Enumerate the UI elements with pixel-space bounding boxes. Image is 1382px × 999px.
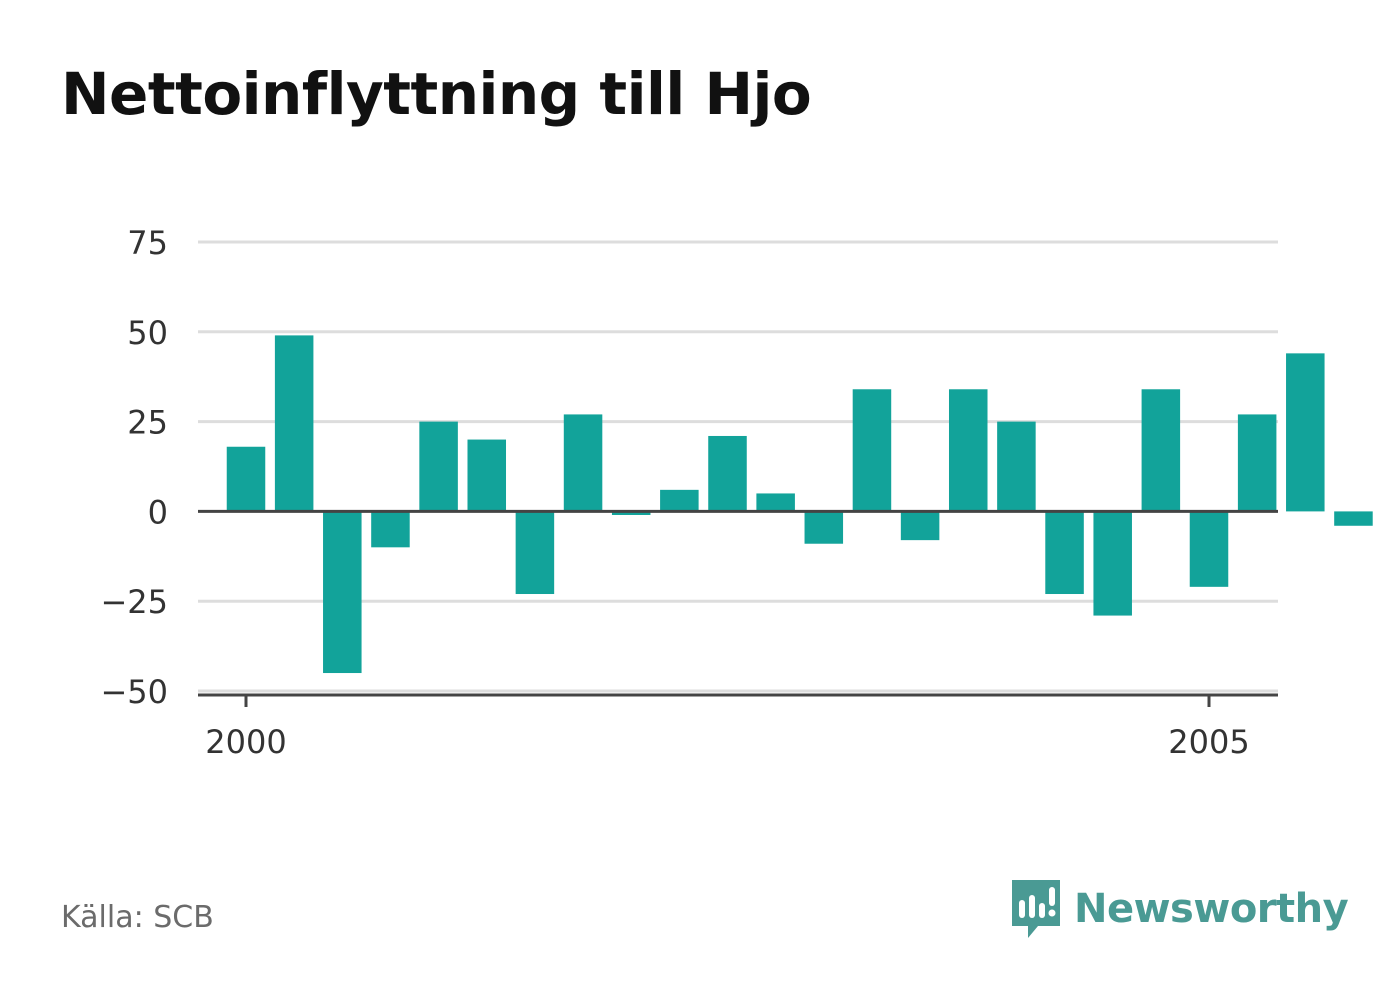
bar [997,421,1036,512]
y-tick-label: 50 [127,314,168,352]
newsworthy-logo[interactable]: Newsworthy [1010,878,1349,940]
newsworthy-logo-icon [1012,880,1060,938]
bar [1045,511,1084,595]
bar [467,439,507,512]
bar [804,511,844,544]
axes [198,509,1278,707]
y-tick-label: 75 [127,224,168,262]
bar [660,489,699,512]
bar [852,389,892,512]
x-tick-label: 2000 [205,723,286,761]
grid-lines [198,240,1278,693]
y-tick-label: 25 [127,404,168,442]
source-note: Källa: SCB [61,900,214,935]
bar [563,414,603,512]
bar [1286,353,1325,512]
bar [1093,511,1132,616]
bar [371,511,410,548]
bar [274,335,314,512]
bar [1189,511,1229,587]
bar [1237,414,1277,512]
y-tick-label: −50 [100,673,168,711]
y-tick-label: 0 [148,493,168,531]
chart-title: Nettoinflyttning till Hjo [61,60,812,128]
bar [419,421,458,512]
x-tick-label: 2005 [1168,723,1249,761]
bars [226,335,1373,674]
bar [323,511,362,674]
bar [611,511,651,515]
bar [900,511,940,541]
bar [226,446,266,512]
bar [756,493,795,512]
brand-name: Newsworthy [1074,886,1349,932]
bar [708,435,747,512]
bar [1334,511,1373,526]
bar [948,389,988,512]
bar [515,511,555,595]
y-tick-label: −25 [100,583,168,621]
bar [1141,389,1181,512]
